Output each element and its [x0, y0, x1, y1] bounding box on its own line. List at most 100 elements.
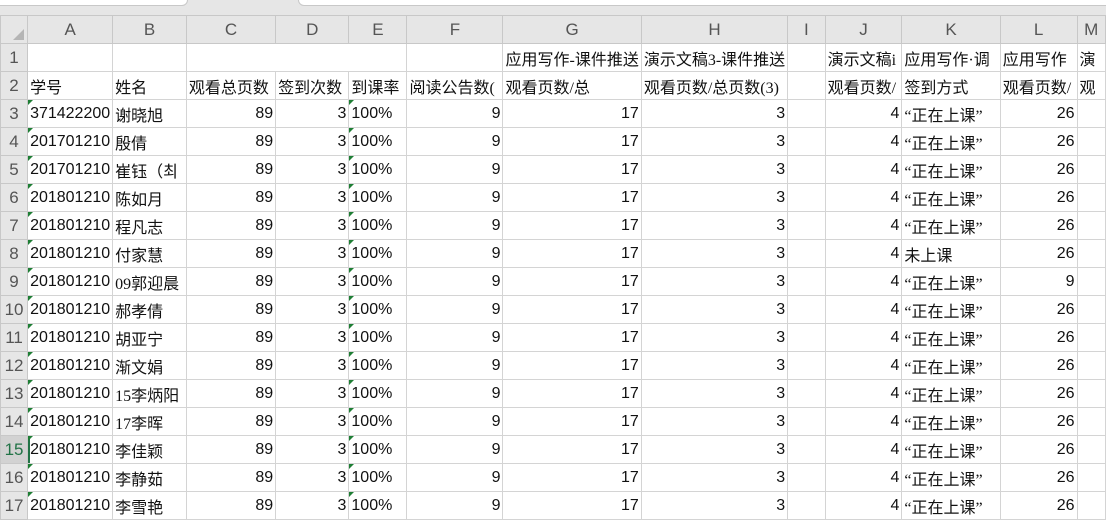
cell-L12[interactable]: 26	[999, 351, 1078, 380]
cell-K17[interactable]: “正在上课”	[901, 491, 1001, 520]
cell-D2[interactable]: 签到次数	[275, 71, 350, 100]
cell-H2[interactable]: 观看页数/总页数(3)	[640, 71, 789, 100]
cell-B6[interactable]: 陈如月	[112, 183, 187, 212]
cell-I13[interactable]	[787, 379, 826, 408]
cell-A15[interactable]: 201801210	[27, 435, 114, 464]
cell-M5[interactable]	[1076, 155, 1106, 184]
cell-J14[interactable]: 4	[824, 407, 903, 436]
cell-B8[interactable]: 付家慧	[112, 239, 187, 268]
cell-C13[interactable]: 89	[185, 379, 277, 408]
row-header-11[interactable]: 11	[0, 323, 29, 352]
cell-B7[interactable]: 程凡志	[112, 211, 187, 240]
cell-H6[interactable]: 3	[640, 183, 789, 212]
cell-I10[interactable]	[787, 295, 826, 324]
column-header-K[interactable]: K	[901, 15, 1001, 44]
cell-J3[interactable]: 4	[824, 99, 903, 128]
cell-L4[interactable]: 26	[999, 127, 1078, 156]
cell-B11[interactable]: 胡亚宁	[112, 323, 187, 352]
cell-J11[interactable]: 4	[824, 323, 903, 352]
cell-G7[interactable]: 17	[502, 211, 642, 240]
row-header-12[interactable]: 12	[0, 351, 29, 380]
cell-B13[interactable]: 15李炳阳	[112, 379, 187, 408]
cell-K11[interactable]: “正在上课”	[901, 323, 1001, 352]
cell-E10[interactable]: 100%	[348, 295, 408, 324]
cell-E15[interactable]: 100%	[348, 435, 408, 464]
cell-C7[interactable]: 89	[185, 211, 277, 240]
cell-A7[interactable]: 201801210	[27, 211, 114, 240]
cell-M13[interactable]	[1076, 379, 1106, 408]
cell-H9[interactable]: 3	[640, 267, 789, 296]
cell-I1[interactable]	[787, 43, 826, 72]
cell-H5[interactable]: 3	[640, 155, 789, 184]
cell-A11[interactable]: 201801210	[27, 323, 114, 352]
cell-M17[interactable]	[1076, 491, 1106, 520]
cell-L14[interactable]: 26	[999, 407, 1078, 436]
cell-J9[interactable]: 4	[824, 267, 903, 296]
cell-J10[interactable]: 4	[824, 295, 903, 324]
cell-J6[interactable]: 4	[824, 183, 903, 212]
cell-M15[interactable]	[1076, 435, 1106, 464]
column-header-H[interactable]: H	[640, 15, 789, 44]
cell-H3[interactable]: 3	[640, 99, 789, 128]
cell-J17[interactable]: 4	[824, 491, 903, 520]
cell-H13[interactable]: 3	[640, 379, 789, 408]
cell-G8[interactable]: 17	[502, 239, 642, 268]
cell-B17[interactable]: 李雪艳	[112, 491, 187, 520]
cell-I15[interactable]	[787, 435, 826, 464]
cell-H17[interactable]: 3	[640, 491, 789, 520]
cell-A13[interactable]: 201801210	[27, 379, 114, 408]
cell-C15[interactable]: 89	[185, 435, 277, 464]
cell-E14[interactable]: 100%	[348, 407, 408, 436]
cell-C11[interactable]: 89	[185, 323, 277, 352]
cell-E7[interactable]: 100%	[348, 211, 408, 240]
cell-M12[interactable]	[1076, 351, 1106, 380]
cell-B2[interactable]: 姓名	[112, 71, 187, 100]
cell-F14[interactable]: 9	[406, 407, 504, 436]
cell-I8[interactable]	[787, 239, 826, 268]
cell-J2[interactable]: 观看页数/	[824, 71, 903, 100]
cell-F2[interactable]: 阅读公告数(	[406, 71, 504, 100]
cell-K12[interactable]: “正在上课”	[901, 351, 1001, 380]
cell-I6[interactable]	[787, 183, 826, 212]
cell-A10[interactable]: 201801210	[27, 295, 114, 324]
cell-L13[interactable]: 26	[999, 379, 1078, 408]
cell-H7[interactable]: 3	[640, 211, 789, 240]
cell-G12[interactable]: 17	[502, 351, 642, 380]
row-header-16[interactable]: 16	[0, 463, 29, 492]
cell-E9[interactable]: 100%	[348, 267, 408, 296]
cell-F10[interactable]: 9	[406, 295, 504, 324]
cell-E17[interactable]: 100%	[348, 491, 408, 520]
cell-I3[interactable]	[787, 99, 826, 128]
cell-H10[interactable]: 3	[640, 295, 789, 324]
cell-H15[interactable]: 3	[640, 435, 789, 464]
column-header-M[interactable]: M	[1076, 15, 1106, 44]
cell-G11[interactable]: 17	[502, 323, 642, 352]
cell-C9[interactable]: 89	[185, 267, 277, 296]
cell-F17[interactable]: 9	[406, 491, 504, 520]
cell-I17[interactable]	[787, 491, 826, 520]
cell-G10[interactable]: 17	[502, 295, 642, 324]
cell-M8[interactable]	[1076, 239, 1106, 268]
cell-A2[interactable]: 学号	[27, 71, 114, 100]
cell-A5[interactable]: 201701210	[27, 155, 114, 184]
cell-B12[interactable]: 渐文娟	[112, 351, 187, 380]
cell-I2[interactable]	[787, 71, 826, 100]
cell-B10[interactable]: 郝孝倩	[112, 295, 187, 324]
cell-K7[interactable]: “正在上课”	[901, 211, 1001, 240]
cell-I14[interactable]	[787, 407, 826, 436]
cell-A3[interactable]: 371422200	[27, 99, 114, 128]
cell-M7[interactable]	[1076, 211, 1106, 240]
cell-F15[interactable]: 9	[406, 435, 504, 464]
cell-B5[interactable]: 崔钰（최	[112, 155, 187, 184]
cell-C5[interactable]: 89	[185, 155, 277, 184]
cell-F12[interactable]: 9	[406, 351, 504, 380]
row-header-2[interactable]: 2	[0, 71, 29, 100]
cell-D5[interactable]: 3	[275, 155, 350, 184]
cell-K6[interactable]: “正在上课”	[901, 183, 1001, 212]
cell-K8[interactable]: 未上课	[901, 239, 1001, 268]
cell-C10[interactable]: 89	[185, 295, 277, 324]
cell-F1[interactable]	[406, 43, 504, 72]
cell-J4[interactable]: 4	[824, 127, 903, 156]
cell-F11[interactable]: 9	[406, 323, 504, 352]
column-header-A[interactable]: A	[27, 15, 114, 44]
